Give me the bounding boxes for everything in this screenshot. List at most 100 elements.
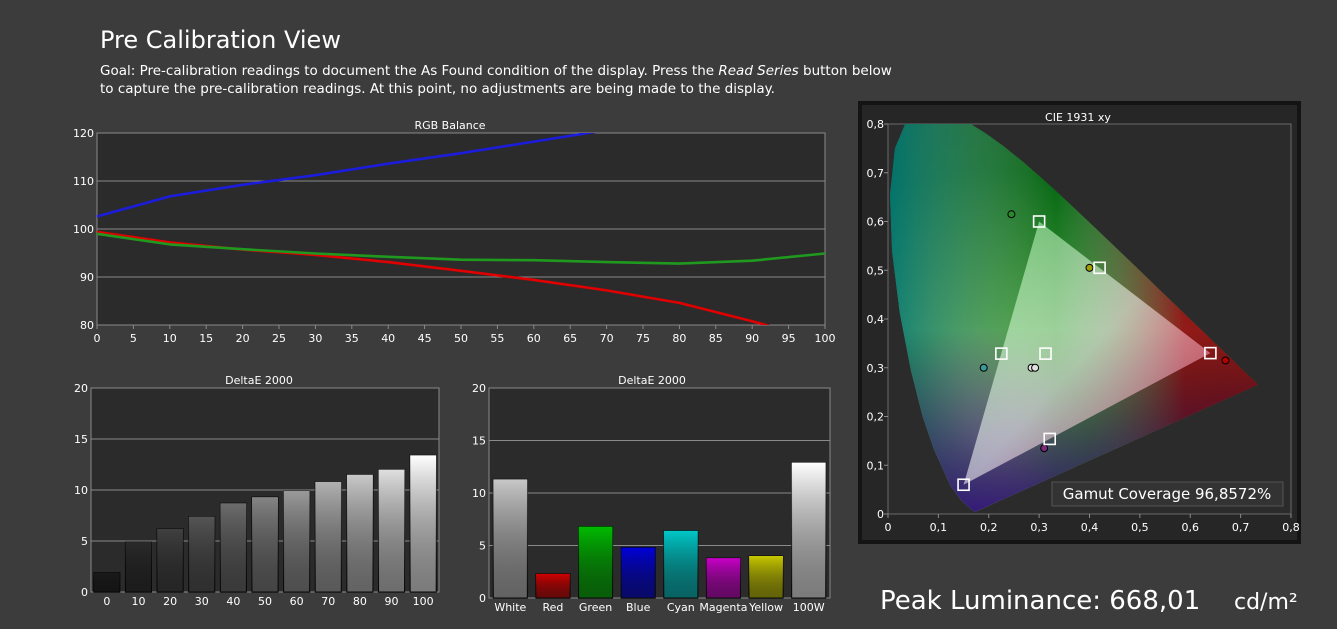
de-color-bar-shade [621, 547, 656, 598]
cie-target-marker [1093, 261, 1106, 275]
rgb-x-tick-label: 100 [815, 332, 836, 345]
de-gray-y-tick-label: 20 [74, 382, 88, 395]
de-color-bar-shade [749, 556, 784, 598]
deltae-colors-chart: DeltaE 2000 0 5 10 15 20 White Red Green Blue Cya… [472, 374, 831, 614]
de-color-bar-shade [493, 479, 528, 598]
rgb-x-tick-label: 60 [527, 332, 541, 345]
de-gray-x-tick-label: 100 [413, 595, 434, 608]
goal-text-start: Goal: Pre-calibration readings to docume… [100, 63, 719, 79]
cie-target-marker [957, 478, 970, 492]
cie-target-marker [1204, 346, 1217, 360]
rgb-balance-title: RGB Balance [414, 119, 485, 132]
rgb-y-tick-label: 110 [73, 175, 94, 188]
de-gray-x-tick-label: 0 [103, 595, 110, 608]
rgb-x-tick-label: 95 [782, 332, 796, 345]
peak-luminance-unit: cd/m² [1234, 590, 1298, 615]
de-color-y-tick-label: 15 [472, 435, 486, 448]
cie-x-tick-label: 0,3 [1030, 521, 1048, 534]
cie-title: CIE 1931 xy [1045, 111, 1111, 124]
cie-measured-point [979, 363, 988, 372]
de-gray-x-tick-label: 10 [131, 595, 145, 608]
de-gray-bar-shade [283, 491, 310, 592]
rgb-x-tick-label: 25 [272, 332, 286, 345]
de-gray-x-tick-label: 20 [163, 595, 177, 608]
rgb-y-tick-label: 100 [73, 223, 94, 236]
cie-y-tick-label: 0,7 [867, 167, 885, 180]
de-color-x-tick-label: 100W [793, 601, 825, 614]
de-color-x-tick-label: Yellow [748, 601, 783, 614]
cie-x-tick-label: 0,7 [1232, 521, 1250, 534]
rgb-x-tick-label: 10 [163, 332, 177, 345]
de-color-y-tick-label: 10 [472, 487, 486, 500]
cie-x-tick-label: 0,4 [1081, 521, 1099, 534]
cie-measured-point [1085, 263, 1094, 272]
de-gray-x-tick-label: 40 [226, 595, 240, 608]
rgb-x-tick-label: 90 [745, 332, 759, 345]
cie-y-tick-label: 0,6 [867, 216, 885, 229]
cie-y-tick-label: 0,3 [867, 362, 885, 375]
deltae-colors-title: DeltaE 2000 [618, 374, 686, 387]
cie-target-marker [1039, 347, 1052, 360]
de-gray-y-tick-label: 10 [74, 484, 88, 497]
rgb-x-tick-label: 40 [381, 332, 395, 345]
goal-text-end: button below to capture the pre-calibrat… [100, 63, 892, 97]
de-gray-bar-shade [315, 481, 342, 592]
cie-x-tick-label: 0,5 [1131, 521, 1149, 534]
de-color-x-tick-label: Magenta [699, 601, 747, 614]
de-gray-x-tick-label: 90 [385, 595, 399, 608]
rgb-balance-chart: RGB Balance 80 90 100 110 120 0 5 10 15 20 25 30 35 4… [73, 119, 836, 345]
de-color-y-tick-label: 0 [479, 592, 486, 605]
de-color-x-tick-label: Blue [626, 601, 651, 614]
rgb-x-tick-label: 15 [199, 332, 213, 345]
rgb-y-tick-label: 120 [73, 127, 94, 140]
de-color-bar-shade [706, 558, 741, 598]
rgb-x-tick-label: 80 [672, 332, 686, 345]
de-gray-bar-shade [220, 503, 247, 592]
cie-target-marker [1032, 215, 1046, 228]
de-gray-bar-shade [378, 469, 405, 592]
de-color-x-tick-label: Green [579, 601, 612, 614]
cie-target-gamut [963, 221, 1211, 485]
de-gray-bar-shade [252, 497, 278, 592]
de-color-bar-shade [663, 530, 698, 598]
peak-luminance-value: Peak Luminance: 668,01 [880, 586, 1201, 616]
rgb-series-line-2 [97, 133, 597, 218]
cie-x-tick-label: 0,1 [930, 521, 948, 534]
de-gray-bar-shade [346, 474, 373, 592]
cie-measured-point [1031, 363, 1040, 372]
cie-measured-point [1221, 356, 1230, 365]
gamut-coverage-box [1051, 481, 1284, 507]
de-gray-bar-shade [93, 572, 120, 592]
de-color-x-tick-label: Cyan [667, 601, 695, 614]
rgb-x-tick-label: 70 [600, 332, 614, 345]
cie-y-tick-label: 0 [877, 508, 884, 521]
de-gray-x-tick-label: 70 [321, 595, 335, 608]
cie-x-tick-label: 0,6 [1182, 521, 1200, 534]
de-gray-x-tick-label: 30 [195, 595, 209, 608]
rgb-y-tick-label: 80 [80, 319, 94, 332]
de-gray-y-tick-label: 15 [74, 433, 88, 446]
de-gray-bar-shade [125, 542, 152, 592]
cie-x-tick-label: 0,8 [1282, 521, 1300, 534]
de-gray-x-tick-label: 50 [258, 595, 272, 608]
deltae-grayscale-chart: DeltaE 2000 0 5 10 15 20 0 10 20 30 40 50 60 70 80 90 1… [74, 374, 440, 608]
de-color-bar-shade [578, 526, 613, 598]
deltae-grayscale-title: DeltaE 2000 [225, 374, 293, 387]
de-color-y-tick-label: 5 [479, 540, 486, 553]
rgb-x-tick-label: 50 [454, 332, 468, 345]
goal-description: Goal: Pre-calibration readings to docume… [100, 62, 900, 98]
rgb-x-tick-label: 55 [490, 332, 504, 345]
cie-x-tick-label: 0,2 [980, 521, 998, 534]
de-gray-bar-shade [188, 516, 215, 592]
de-color-x-tick-label: Red [542, 601, 563, 614]
rgb-x-tick-label: 75 [636, 332, 650, 345]
rgb-x-tick-label: 65 [563, 332, 577, 345]
rgb-x-tick-label: 0 [94, 332, 101, 345]
rgb-x-tick-label: 5 [130, 332, 137, 345]
read-series-reference: Read Series [718, 63, 799, 79]
rgb-x-tick-label: 30 [308, 332, 322, 345]
cie-target-marker [995, 347, 1008, 360]
rgb-series-line-1 [97, 232, 825, 265]
de-color-bar-shade [535, 573, 570, 598]
rgb-x-tick-label: 35 [345, 332, 359, 345]
